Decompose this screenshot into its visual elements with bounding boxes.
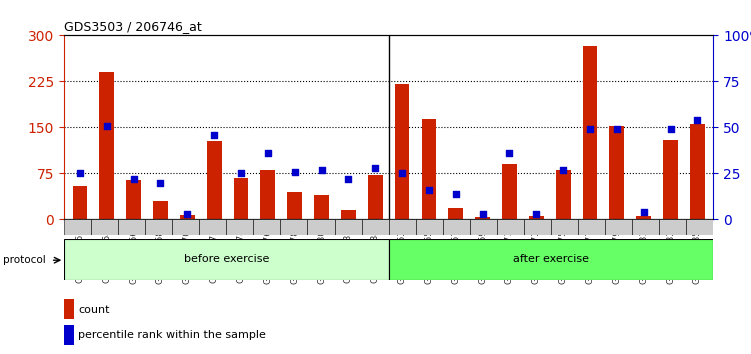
Point <box>208 132 220 138</box>
Bar <box>421 119 436 219</box>
FancyBboxPatch shape <box>659 219 686 235</box>
Point <box>155 180 167 185</box>
Bar <box>207 141 222 219</box>
Point <box>423 187 435 193</box>
Point <box>450 191 462 196</box>
FancyBboxPatch shape <box>118 219 145 235</box>
FancyBboxPatch shape <box>443 219 470 235</box>
Point <box>128 176 140 182</box>
Bar <box>64 325 74 345</box>
Point <box>288 169 300 175</box>
Bar <box>690 124 704 219</box>
Bar <box>314 195 329 219</box>
Point <box>396 171 408 176</box>
Bar <box>288 192 302 219</box>
FancyBboxPatch shape <box>253 219 280 235</box>
Text: count: count <box>78 305 110 315</box>
Bar <box>502 164 517 219</box>
FancyBboxPatch shape <box>686 219 713 235</box>
Point <box>530 211 542 217</box>
Bar <box>529 216 544 219</box>
FancyBboxPatch shape <box>389 219 416 235</box>
Point <box>477 211 489 217</box>
FancyBboxPatch shape <box>145 219 172 235</box>
Point <box>342 176 354 182</box>
Point <box>665 126 677 132</box>
Text: GDS3503 / 206746_at: GDS3503 / 206746_at <box>64 20 201 33</box>
Point <box>584 126 596 132</box>
Bar <box>583 46 597 219</box>
FancyBboxPatch shape <box>470 219 497 235</box>
FancyBboxPatch shape <box>632 219 659 235</box>
Point <box>369 165 382 171</box>
FancyBboxPatch shape <box>64 239 389 280</box>
FancyBboxPatch shape <box>172 219 199 235</box>
Point <box>315 167 327 173</box>
FancyBboxPatch shape <box>307 219 334 235</box>
FancyBboxPatch shape <box>334 219 361 235</box>
Bar <box>341 210 356 219</box>
Point <box>262 150 274 156</box>
Bar <box>234 178 249 219</box>
FancyBboxPatch shape <box>280 219 307 235</box>
FancyBboxPatch shape <box>524 219 551 235</box>
FancyBboxPatch shape <box>416 219 443 235</box>
Bar <box>261 170 275 219</box>
Bar <box>368 175 382 219</box>
Bar <box>73 186 87 219</box>
Bar <box>153 201 168 219</box>
Bar <box>448 209 463 219</box>
Bar <box>609 126 624 219</box>
Bar <box>475 217 490 219</box>
Bar <box>126 179 141 219</box>
Point <box>235 171 247 176</box>
Text: protocol: protocol <box>4 255 46 265</box>
FancyBboxPatch shape <box>361 219 389 235</box>
Point <box>503 150 515 156</box>
Point <box>74 171 86 176</box>
Bar <box>663 140 678 219</box>
Point <box>181 211 193 217</box>
Point <box>692 117 704 123</box>
Point <box>557 167 569 173</box>
Bar <box>180 215 195 219</box>
Bar <box>636 216 651 219</box>
FancyBboxPatch shape <box>64 219 91 235</box>
Bar <box>99 72 114 219</box>
FancyBboxPatch shape <box>91 219 118 235</box>
Bar <box>395 85 409 219</box>
FancyBboxPatch shape <box>497 219 524 235</box>
Text: before exercise: before exercise <box>183 254 269 264</box>
Bar <box>64 299 74 319</box>
FancyBboxPatch shape <box>578 219 605 235</box>
Bar <box>556 170 571 219</box>
Point <box>101 123 113 129</box>
Point <box>638 209 650 215</box>
FancyBboxPatch shape <box>226 219 253 235</box>
Point <box>611 126 623 132</box>
FancyBboxPatch shape <box>389 239 713 280</box>
FancyBboxPatch shape <box>551 219 578 235</box>
FancyBboxPatch shape <box>199 219 226 235</box>
Text: after exercise: after exercise <box>513 254 589 264</box>
Text: percentile rank within the sample: percentile rank within the sample <box>78 330 266 340</box>
FancyBboxPatch shape <box>605 219 632 235</box>
